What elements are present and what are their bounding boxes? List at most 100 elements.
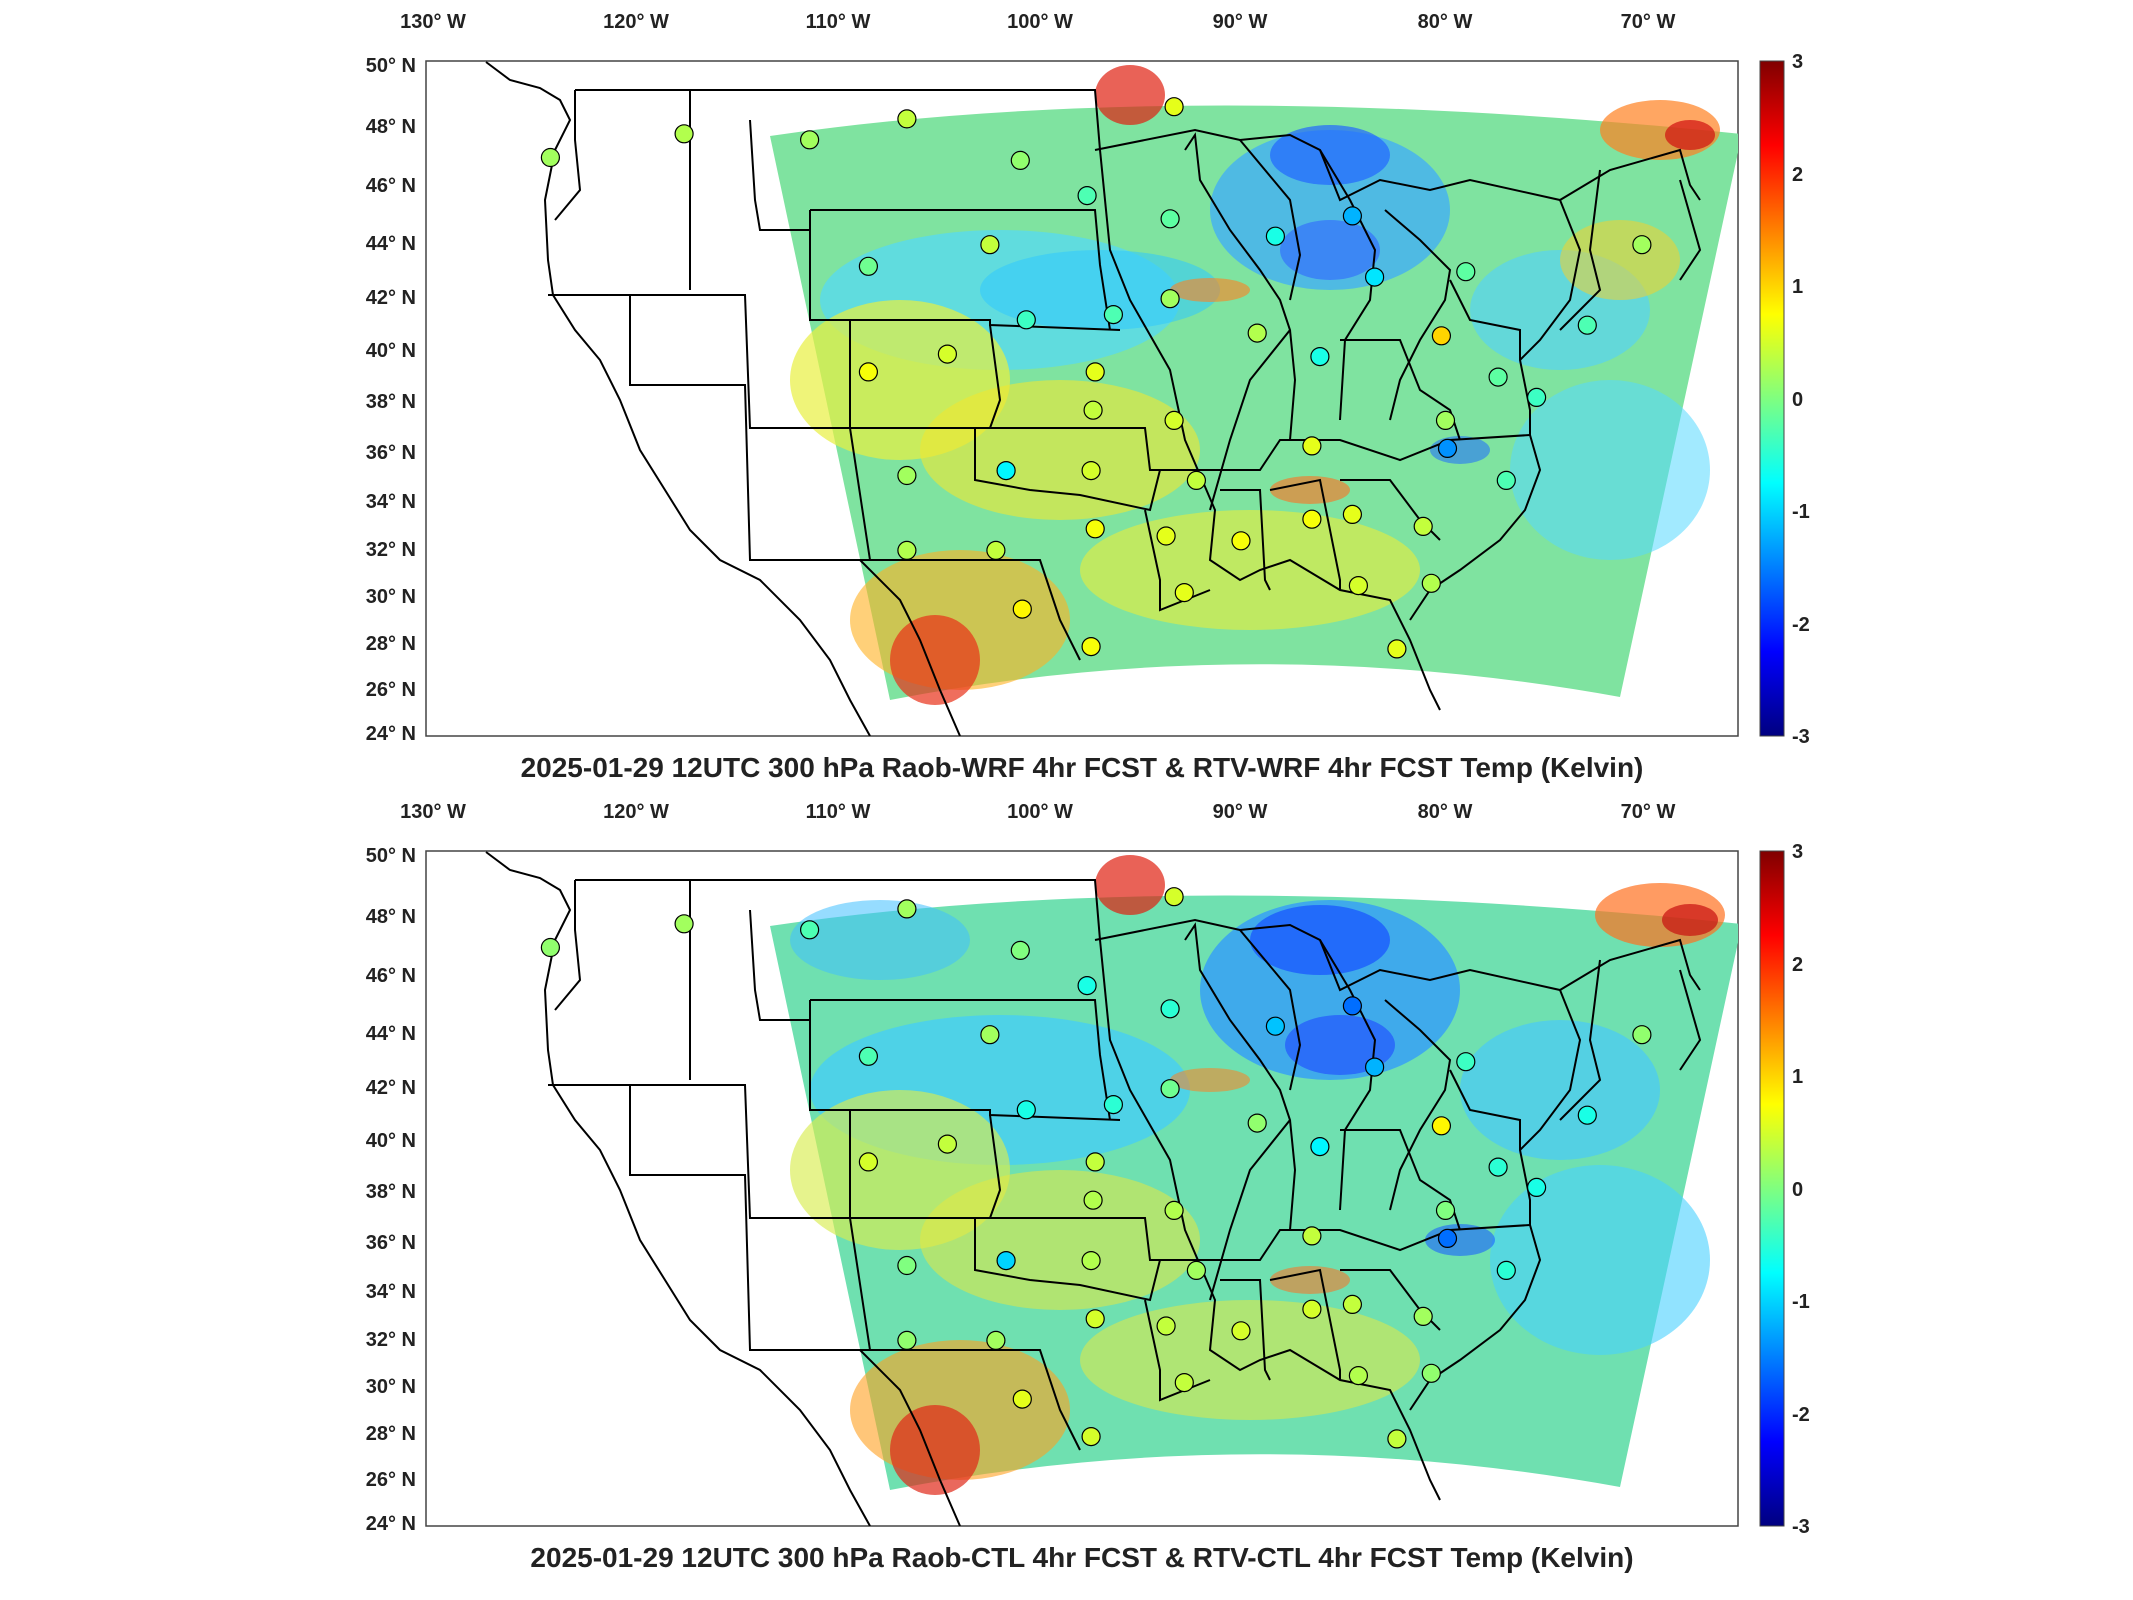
- raob-station-marker: [1488, 1157, 1508, 1177]
- raob-station-marker: [1083, 1190, 1103, 1210]
- lat-label-46n: 46° N: [366, 965, 416, 987]
- lat-label-50n: 50° N: [366, 55, 416, 77]
- raob-station-marker: [897, 1255, 917, 1276]
- raob-station-marker: [1577, 1105, 1597, 1125]
- raob-station-marker: [1421, 573, 1441, 593]
- raob-station-marker: [1164, 887, 1184, 907]
- raob-station-marker: [1081, 1251, 1101, 1271]
- lat-label-48n: 48° N: [366, 116, 416, 138]
- lon-label-90w: 90° W: [1213, 801, 1268, 823]
- raob-station-marker: [897, 109, 917, 129]
- map-figure: 130° W 120° W 110° W 100° W 90° W 80° W …: [366, 801, 1810, 1573]
- raob-station-marker: [897, 465, 917, 486]
- raob-station-marker: [1016, 1100, 1036, 1120]
- raob-station-marker: [1164, 97, 1184, 117]
- colorbar-tick-0: 0: [1792, 1179, 1803, 1201]
- raob-station-marker: [897, 1330, 917, 1351]
- raob-station-marker: [986, 540, 1006, 561]
- raob-station-marker: [897, 899, 917, 919]
- colorbar-tick-2: 2: [1792, 164, 1803, 186]
- lon-label-130w: 130° W: [400, 801, 466, 823]
- lon-label-100w: 100° W: [1007, 801, 1073, 823]
- raob-station-marker: [1160, 1079, 1180, 1099]
- lat-label-44n: 44° N: [366, 233, 416, 255]
- raob-station-marker: [1186, 1260, 1207, 1280]
- raob-station-marker: [1632, 235, 1652, 255]
- lat-label-36n: 36° N: [366, 1232, 416, 1254]
- lat-label-38n: 38° N: [366, 1181, 416, 1203]
- raob-station-marker: [1156, 526, 1176, 546]
- colorbar-gradient: [1759, 60, 1785, 737]
- state-boundaries: [485, 61, 1702, 736]
- raob-station-marker: [1302, 509, 1322, 529]
- lon-label-80w: 80° W: [1418, 801, 1473, 823]
- raob-station-marker: [1496, 470, 1516, 490]
- map-panel-raob-wrf: 130° W 120° W 110° W 100° W 90° W 80° W …: [366, 11, 1810, 783]
- lon-label-70w: 70° W: [1621, 801, 1676, 823]
- lon-label-110w: 110° W: [806, 801, 871, 823]
- lat-label-42n: 42° N: [366, 287, 416, 309]
- raob-station-marker: [858, 256, 879, 276]
- raob-station-marker: [1421, 1363, 1441, 1383]
- raob-station-marker: [1437, 438, 1458, 458]
- raob-station-marker: [1010, 940, 1030, 960]
- raob-station-marker: [1526, 1177, 1547, 1197]
- raob-station-marker: [1387, 1429, 1407, 1449]
- raob-station-marker: [1164, 410, 1184, 430]
- colorbar-tick-3: 3: [1792, 841, 1803, 863]
- colorbar-gradient: [1759, 850, 1785, 1527]
- lon-label-90w: 90° W: [1213, 11, 1268, 33]
- raob-station-marker: [1231, 1321, 1251, 1341]
- lat-label-24n: 24° N: [366, 723, 416, 745]
- map-title: 2025-01-29 12UTC 300 hPa Raob-CTL 4hr FC…: [530, 1542, 1633, 1573]
- raob-station-marker: [1364, 1057, 1385, 1077]
- raob-station-marker: [540, 937, 561, 958]
- lat-axis: 50° N 48° N 46° N 44° N 42° N 40° N 38° …: [366, 845, 416, 1535]
- raob-station-marker: [1342, 504, 1363, 525]
- raob-station-marker: [1081, 461, 1101, 481]
- lat-label-50n: 50° N: [366, 845, 416, 867]
- lon-label-120w: 120° W: [603, 11, 669, 33]
- lon-label-70w: 70° W: [1621, 11, 1676, 33]
- map-panel-raob-ctl: 130° W 120° W 110° W 100° W 90° W 80° W …: [0, 790, 2133, 1590]
- raob-station-marker: [1413, 516, 1433, 537]
- raob-station-marker: [1387, 639, 1407, 659]
- raob-station-marker: [1016, 310, 1036, 330]
- raob-station-marker: [1348, 575, 1369, 596]
- raob-station-marker: [1010, 150, 1030, 170]
- lat-label-40n: 40° N: [366, 1130, 416, 1152]
- lat-label-28n: 28° N: [366, 633, 416, 655]
- raob-station-marker: [1431, 326, 1452, 346]
- lon-label-120w: 120° W: [603, 801, 669, 823]
- lon-axis: 130° W 120° W 110° W 100° W 90° W 80° W …: [400, 11, 1675, 33]
- raob-station-marker: [858, 362, 879, 382]
- raob-station-marker: [1085, 519, 1105, 539]
- map-title: 2025-01-29 12UTC 300 hPa Raob-WRF 4hr FC…: [521, 752, 1644, 783]
- raob-station-marker: [1012, 1389, 1032, 1409]
- raob-station-marker: [799, 130, 820, 150]
- raob-station-marker: [1231, 531, 1251, 551]
- raob-station-marker: [1164, 1200, 1184, 1220]
- colorbar-tick-neg1: -1: [1792, 501, 1810, 523]
- lon-label-130w: 130° W: [400, 11, 466, 33]
- raob-station-marker: [980, 1025, 1000, 1045]
- raob-station-marker: [1077, 186, 1097, 206]
- raob-station-marker: [1247, 1113, 1267, 1133]
- raob-station-marker: [996, 461, 1016, 481]
- colorbar: 3 2 1 0 -1 -2 -3: [1759, 51, 1810, 748]
- lat-label-38n: 38° N: [366, 391, 416, 413]
- raob-station-marker: [1364, 267, 1385, 287]
- raob-station-marker: [1526, 387, 1547, 407]
- raob-station-marker: [1077, 976, 1097, 996]
- raob-station-marker: [897, 540, 917, 561]
- map-figure: 130° W 120° W 110° W 100° W 90° W 80° W …: [366, 11, 1810, 783]
- colorbar-tick-1: 1: [1792, 1066, 1803, 1088]
- raob-station-marker: [1085, 1309, 1105, 1329]
- lat-label-30n: 30° N: [366, 1376, 416, 1398]
- raob-station-marker: [1265, 226, 1286, 246]
- colorbar-tick-neg1: -1: [1792, 1291, 1810, 1313]
- lat-label-30n: 30° N: [366, 586, 416, 608]
- lat-label-36n: 36° N: [366, 442, 416, 464]
- lat-label-32n: 32° N: [366, 1329, 416, 1351]
- raob-station-marker: [1174, 1372, 1194, 1393]
